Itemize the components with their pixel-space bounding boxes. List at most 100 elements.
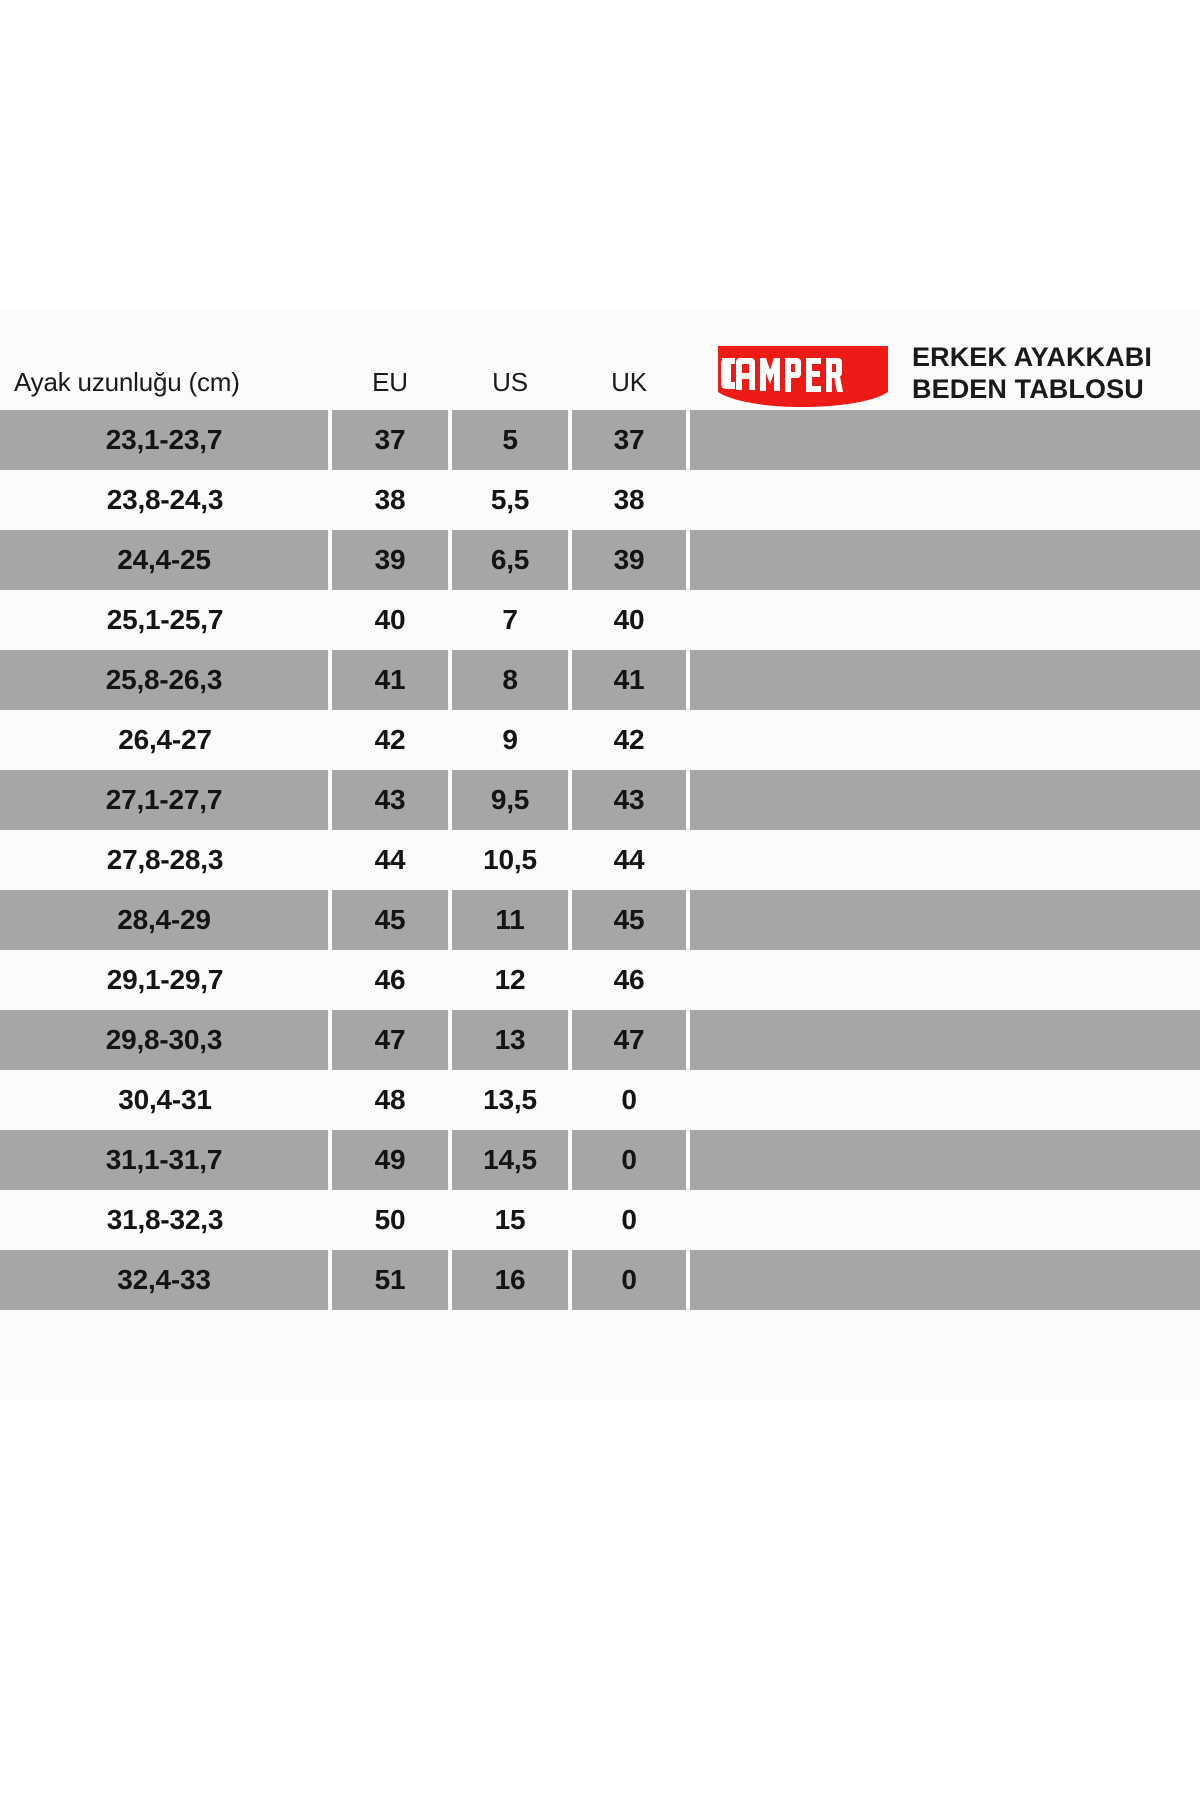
brand-block: ERKEK AYAKKABI BEDEN TABLOSU xyxy=(718,342,1152,408)
cell-uk: 41 xyxy=(568,650,688,710)
table-row: 27,1-27,7 43 9,5 43 xyxy=(0,770,1200,830)
table-row: 25,1-25,7 40 7 40 xyxy=(0,590,1200,650)
cell-foot-length: 30,4-31 xyxy=(0,1070,330,1130)
chart-title: ERKEK AYAKKABI BEDEN TABLOSU xyxy=(912,342,1152,408)
cell-us: 5 xyxy=(448,410,570,470)
cell-filler xyxy=(686,770,1200,830)
cell-filler xyxy=(686,1250,1200,1310)
cell-us: 9,5 xyxy=(448,770,570,830)
cell-uk: 39 xyxy=(568,530,688,590)
cell-eu: 38 xyxy=(330,470,450,530)
cell-foot-length: 28,4-29 xyxy=(0,890,330,950)
cell-us: 8 xyxy=(448,650,570,710)
cell-foot-length: 27,1-27,7 xyxy=(0,770,330,830)
column-header-uk: UK xyxy=(611,367,647,397)
cell-foot-length: 25,1-25,7 xyxy=(0,590,330,650)
cell-uk: 0 xyxy=(568,1250,688,1310)
camper-logo-icon xyxy=(718,346,888,407)
cell-eu: 48 xyxy=(330,1070,450,1130)
cell-filler xyxy=(688,1070,1200,1130)
size-table-body: 23,1-23,7 37 5 37 23,8-24,3 38 5,5 38 24,4-25 39 6… xyxy=(0,410,1200,1310)
cell-filler xyxy=(686,890,1200,950)
cell-uk: 44 xyxy=(570,830,688,890)
cell-eu: 45 xyxy=(328,890,450,950)
cell-foot-length: 27,8-28,3 xyxy=(0,830,330,890)
cell-foot-length: 24,4-25 xyxy=(0,530,330,590)
cell-foot-length: 32,4-33 xyxy=(0,1250,330,1310)
table-row: 28,4-29 45 11 45 xyxy=(0,890,1200,950)
cell-filler xyxy=(688,950,1200,1010)
cell-us: 12 xyxy=(450,950,570,1010)
cell-eu: 46 xyxy=(330,950,450,1010)
cell-eu: 50 xyxy=(330,1190,450,1250)
table-row: 29,1-29,7 46 12 46 xyxy=(0,950,1200,1010)
size-table: 23,1-23,7 37 5 37 23,8-24,3 38 5,5 38 24,4-25 39 6… xyxy=(0,410,1200,1310)
cell-foot-length: 23,8-24,3 xyxy=(0,470,330,530)
table-row: 23,8-24,3 38 5,5 38 xyxy=(0,470,1200,530)
cell-foot-length: 31,8-32,3 xyxy=(0,1190,330,1250)
cell-uk: 42 xyxy=(570,710,688,770)
table-row: 29,8-30,3 47 13 47 xyxy=(0,1010,1200,1070)
cell-us: 15 xyxy=(450,1190,570,1250)
table-row: 30,4-31 48 13,5 0 xyxy=(0,1070,1200,1130)
cell-uk: 0 xyxy=(570,1070,688,1130)
table-column-headers: Ayak uzunluğu (cm) EU US UK xyxy=(0,310,690,410)
cell-us: 13,5 xyxy=(450,1070,570,1130)
cell-eu: 43 xyxy=(328,770,450,830)
cell-uk: 38 xyxy=(570,470,688,530)
table-row: 23,1-23,7 37 5 37 xyxy=(0,410,1200,470)
cell-uk: 0 xyxy=(568,1130,688,1190)
cell-us: 6,5 xyxy=(448,530,570,590)
cell-uk: 37 xyxy=(568,410,688,470)
table-row: 31,8-32,3 50 15 0 xyxy=(0,1190,1200,1250)
chart-title-line1: ERKEK AYAKKABI xyxy=(912,342,1152,373)
column-header-foot-length: Ayak uzunluğu (cm) xyxy=(14,367,240,397)
column-header-us: US xyxy=(492,367,528,397)
table-row: 31,1-31,7 49 14,5 0 xyxy=(0,1130,1200,1190)
size-chart-card: Ayak uzunluğu (cm) EU US UK xyxy=(0,310,1200,1400)
chart-header: Ayak uzunluğu (cm) EU US UK xyxy=(0,310,1200,410)
cell-eu: 49 xyxy=(328,1130,450,1190)
cell-foot-length: 25,8-26,3 xyxy=(0,650,330,710)
table-row: 32,4-33 51 16 0 xyxy=(0,1250,1200,1310)
cell-filler xyxy=(688,1190,1200,1250)
cell-filler xyxy=(686,1010,1200,1070)
cell-filler xyxy=(688,470,1200,530)
cell-uk: 47 xyxy=(568,1010,688,1070)
cell-us: 14,5 xyxy=(448,1130,570,1190)
cell-eu: 41 xyxy=(328,650,450,710)
cell-eu: 42 xyxy=(330,710,450,770)
cell-us: 5,5 xyxy=(450,470,570,530)
cell-uk: 0 xyxy=(570,1190,688,1250)
cell-uk: 40 xyxy=(570,590,688,650)
cell-filler xyxy=(688,590,1200,650)
cell-filler xyxy=(686,1130,1200,1190)
camper-logo xyxy=(718,346,888,408)
table-row: 24,4-25 39 6,5 39 xyxy=(0,530,1200,590)
cell-eu: 40 xyxy=(330,590,450,650)
cell-foot-length: 29,1-29,7 xyxy=(0,950,330,1010)
table-row: 25,8-26,3 41 8 41 xyxy=(0,650,1200,710)
cell-us: 9 xyxy=(450,710,570,770)
cell-foot-length: 31,1-31,7 xyxy=(0,1130,330,1190)
chart-title-line2: BEDEN TABLOSU xyxy=(912,374,1144,405)
cell-uk: 46 xyxy=(570,950,688,1010)
cell-filler xyxy=(686,650,1200,710)
cell-eu: 51 xyxy=(328,1250,450,1310)
cell-uk: 45 xyxy=(568,890,688,950)
cell-us: 13 xyxy=(448,1010,570,1070)
chart-footer-space xyxy=(0,1310,1200,1400)
cell-foot-length: 29,8-30,3 xyxy=(0,1010,330,1070)
cell-us: 7 xyxy=(450,590,570,650)
cell-eu: 37 xyxy=(328,410,450,470)
cell-eu: 44 xyxy=(330,830,450,890)
cell-filler xyxy=(688,710,1200,770)
cell-filler xyxy=(686,410,1200,470)
cell-uk: 43 xyxy=(568,770,688,830)
cell-us: 10,5 xyxy=(450,830,570,890)
cell-us: 11 xyxy=(448,890,570,950)
cell-eu: 47 xyxy=(328,1010,450,1070)
cell-filler xyxy=(686,530,1200,590)
table-row: 27,8-28,3 44 10,5 44 xyxy=(0,830,1200,890)
